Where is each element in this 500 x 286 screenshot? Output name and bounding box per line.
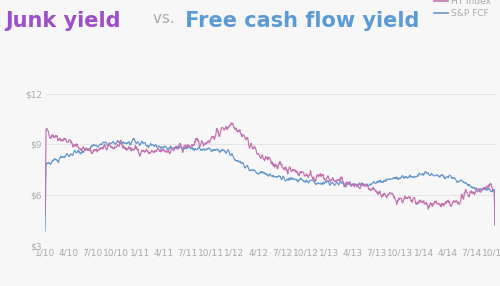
Text: Free cash flow yield: Free cash flow yield — [178, 11, 419, 31]
Legend: HY index, S&P FCF: HY index, S&P FCF — [430, 0, 495, 21]
Text: vs.: vs. — [148, 11, 174, 26]
Text: Junk yield: Junk yield — [5, 11, 120, 31]
